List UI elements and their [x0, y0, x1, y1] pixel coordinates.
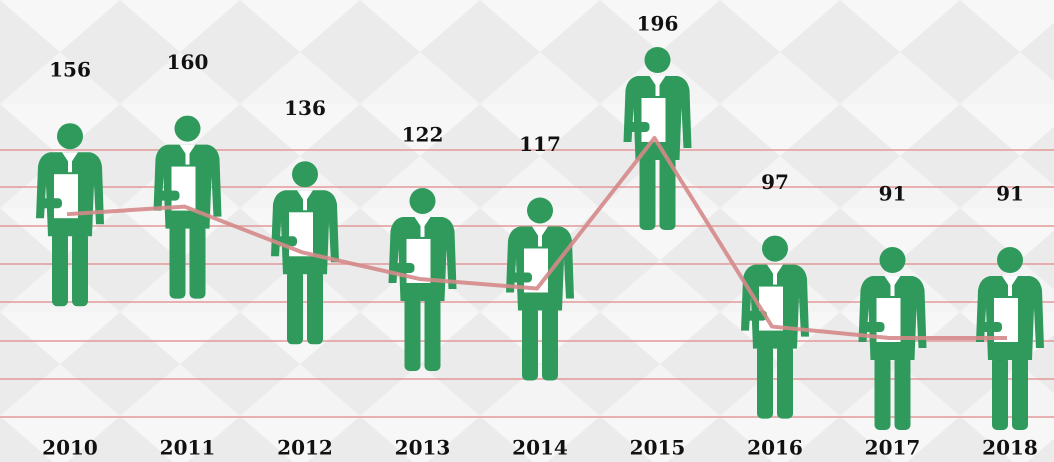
- x-tick-label: 2018: [982, 436, 1038, 460]
- tie: [420, 222, 425, 237]
- head: [174, 115, 201, 142]
- clipboard: [524, 248, 548, 293]
- hand: [627, 122, 650, 132]
- head: [879, 247, 906, 273]
- x-tick-label: 2014: [512, 436, 568, 460]
- tie: [773, 270, 777, 285]
- value-label: 91: [996, 182, 1024, 206]
- head: [762, 235, 788, 262]
- tie: [538, 232, 542, 247]
- head: [997, 247, 1023, 273]
- hand: [40, 198, 62, 209]
- leg: [992, 356, 1008, 430]
- leg: [52, 232, 68, 307]
- leg: [894, 356, 911, 430]
- tie: [1008, 282, 1012, 296]
- clipboard: [876, 298, 901, 342]
- leg: [874, 356, 891, 430]
- person-icon: [36, 123, 104, 307]
- person-icon: [623, 47, 692, 230]
- tie: [303, 196, 307, 211]
- x-tick-label: 2016: [747, 436, 803, 460]
- leg: [659, 156, 676, 230]
- leg: [72, 232, 88, 307]
- value-label: 156: [49, 58, 91, 82]
- leg: [777, 344, 793, 419]
- leg: [542, 306, 558, 381]
- hand: [392, 262, 415, 273]
- leg: [522, 306, 538, 381]
- hand: [862, 322, 885, 332]
- leg: [639, 156, 656, 230]
- tie: [68, 158, 72, 173]
- leg: [757, 344, 773, 419]
- tie: [890, 282, 895, 296]
- person-icon: [506, 197, 574, 381]
- clipboard: [641, 98, 666, 142]
- leg: [424, 296, 441, 371]
- clipboard: [54, 174, 78, 219]
- head: [644, 47, 671, 73]
- head: [527, 197, 553, 224]
- leg: [169, 224, 186, 299]
- value-label: 160: [167, 50, 209, 74]
- tie: [185, 150, 190, 165]
- x-tick-label: 2017: [865, 436, 921, 460]
- hand: [510, 272, 532, 283]
- leg: [307, 270, 323, 345]
- head: [57, 123, 83, 150]
- leg: [404, 296, 421, 371]
- hand: [157, 190, 180, 201]
- value-label: 122: [402, 122, 444, 146]
- x-tick-label: 2012: [277, 436, 333, 460]
- hand: [980, 322, 1002, 332]
- clipboard: [994, 298, 1018, 342]
- value-label: 196: [637, 12, 679, 36]
- value-label: 117: [519, 132, 561, 156]
- x-tick-label: 2011: [160, 436, 216, 460]
- leg: [189, 224, 206, 299]
- person-icon: [271, 161, 339, 345]
- x-tick-label: 2010: [42, 436, 98, 460]
- head: [292, 161, 318, 188]
- x-tick-label: 2013: [395, 436, 451, 460]
- clipboard: [171, 166, 196, 211]
- trend-line: [66, 136, 1007, 340]
- value-label: 136: [284, 96, 326, 120]
- x-tick-label: 2015: [630, 436, 686, 460]
- value-label: 97: [761, 170, 789, 194]
- leg: [1012, 356, 1028, 430]
- leg: [287, 270, 303, 345]
- head: [409, 187, 436, 214]
- value-label: 91: [879, 182, 907, 206]
- tie: [655, 82, 660, 96]
